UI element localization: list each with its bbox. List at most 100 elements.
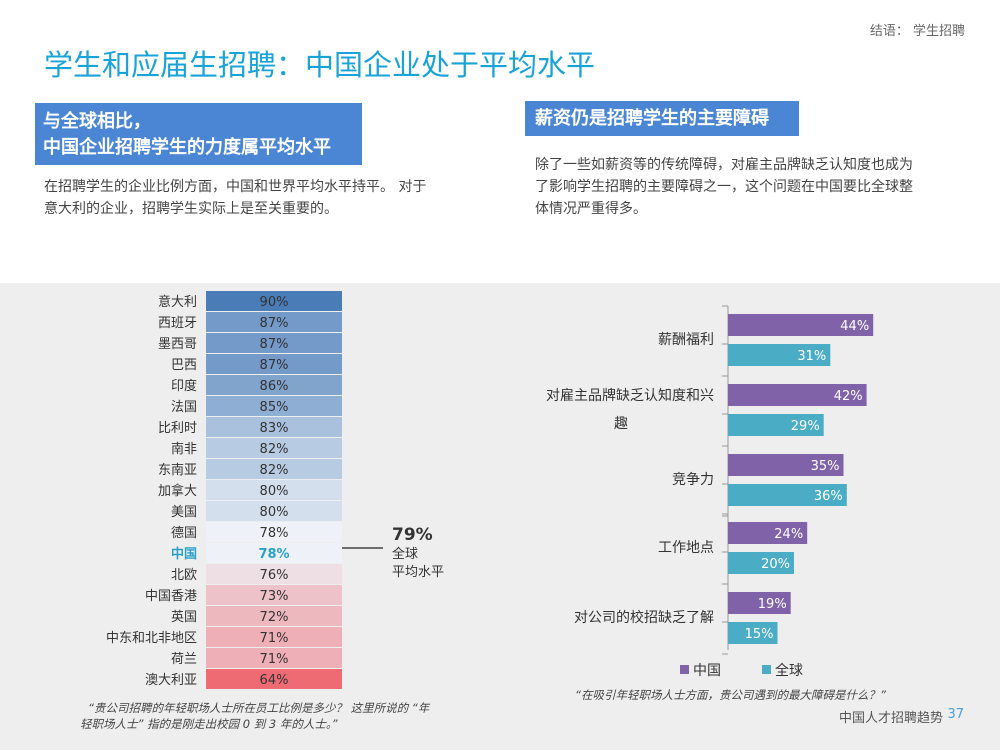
left-heading-line2: 中国企业招聘学生的力度属平均水平 — [43, 137, 331, 158]
right-heading: 薪资仍是招聘学生的主要障碍 — [525, 101, 799, 136]
bar-value-label: 42% — [834, 389, 863, 404]
average-label: 全球 — [392, 546, 418, 562]
category-label: 竞争力 — [672, 471, 714, 488]
table-row-label: 北欧 — [171, 568, 197, 583]
table-row-label: 澳大利亚 — [145, 672, 197, 688]
table-cell — [206, 480, 342, 500]
bar-value-label: 31% — [797, 349, 826, 364]
left-description-line1: 在招聘学生的企业比例方面，中国和世界平均水平持平。 对于 — [44, 179, 427, 195]
bar-value-label: 15% — [745, 627, 774, 642]
table-cell — [206, 333, 342, 353]
table-value-label: 80% — [260, 505, 289, 520]
table-row-label: 加拿大 — [158, 483, 197, 499]
bar-value-label: 36% — [814, 489, 843, 504]
right-description-line3: 体情况严重得多。 — [535, 201, 647, 217]
table-cell — [206, 522, 342, 542]
table-row-label: 美国 — [171, 505, 197, 520]
bar-value-label: 19% — [758, 597, 787, 612]
table-cell — [206, 501, 342, 521]
table-cell — [206, 375, 342, 395]
table-cell — [206, 585, 342, 605]
table-cell — [206, 438, 342, 458]
table-value-label: 71% — [260, 652, 289, 667]
table-cell — [206, 291, 342, 311]
category-label: 对雇主品牌缺乏认知度和兴 — [546, 387, 714, 404]
bar-china — [728, 314, 874, 336]
left-description-line2: 意大利的企业，招聘学生实际上是至关重要的。 — [44, 201, 338, 217]
table-row-label: 墨西哥 — [158, 337, 197, 352]
table-value-label: 76% — [260, 568, 289, 583]
category-label: 工作地点 — [658, 540, 714, 556]
table-cell — [206, 627, 342, 647]
right-description-line2: 了影响学生招聘的主要障碍之一，这个问题在中国要比全球整 — [535, 179, 913, 195]
table-row-label: 中国香港 — [145, 589, 197, 604]
table-cell — [206, 396, 342, 416]
table-value-label: 87% — [260, 358, 289, 373]
bar-global — [728, 552, 794, 574]
right-description-line1: 除了一些如薪资等的传统障碍，对雇主品牌缺乏认知度也成为 — [535, 157, 913, 173]
legend-swatch — [762, 665, 771, 674]
table-row-label: 西班牙 — [158, 316, 197, 331]
average-value: 79% — [392, 525, 433, 545]
bar-question: “在吸引年轻职场人士方面，贵公司遇到的最大障碍是什么？” — [575, 688, 887, 702]
table-value-label: 64% — [260, 673, 289, 688]
table-row-label: 法国 — [171, 400, 197, 415]
page-number: 37 — [947, 707, 964, 722]
table-row-label: 巴西 — [171, 358, 197, 373]
table-value-label: 87% — [260, 316, 289, 331]
table-cell — [206, 564, 342, 584]
table-row-label: 中国 — [171, 546, 197, 562]
average-label: 平均水平 — [392, 565, 444, 580]
chart-background — [0, 283, 1000, 750]
category-label: 对公司的校招缺乏了解 — [574, 609, 714, 626]
category-label: 薪酬福利 — [658, 332, 714, 348]
table-row-label: 英国 — [171, 610, 197, 625]
category-label: 趣 — [614, 416, 628, 432]
table-cell — [206, 354, 342, 374]
legend-label: 中国 — [693, 663, 721, 679]
table-value-label: 90% — [260, 295, 289, 310]
bar-china — [728, 592, 791, 614]
footer-text: 中国人才招聘趋势 — [838, 711, 943, 726]
bar-global — [728, 344, 831, 366]
bar-china — [728, 454, 844, 476]
table-row-label: 德国 — [171, 526, 197, 541]
table-value-label: 82% — [260, 463, 289, 478]
bar-china — [728, 384, 867, 406]
bar-value-label: 29% — [791, 419, 820, 434]
bar-value-label: 44% — [840, 319, 869, 334]
table-row-label: 比利时 — [158, 421, 197, 436]
bar-china — [728, 522, 808, 544]
left-heading: 与全球相比， 中国企业招聘学生的力度属平均水平 — [35, 103, 362, 165]
legend-label: 全球 — [775, 662, 803, 679]
table-value-label: 87% — [260, 337, 289, 352]
table-row-label: 南非 — [171, 441, 197, 457]
table-value-label: 78% — [258, 547, 289, 562]
table-value-label: 80% — [260, 484, 289, 499]
table-value-label: 86% — [260, 379, 289, 394]
breadcrumb: 结语： 学生招聘 — [869, 24, 965, 39]
page-title: 学生和应届生招聘：中国企业处于平均水平 — [44, 48, 596, 82]
table-value-label: 83% — [260, 421, 289, 436]
left-heading-line1: 与全球相比， — [43, 111, 151, 132]
table-value-label: 71% — [260, 631, 289, 646]
table-value-label: 82% — [260, 442, 289, 457]
table-cell — [206, 648, 342, 668]
legend-swatch — [680, 665, 689, 674]
left-description: 在招聘学生的企业比例方面，中国和世界平均水平持平。 对于 意大利的企业，招聘学生… — [44, 176, 474, 220]
table-cell — [206, 606, 342, 626]
table-question: 轻职场人士” 指的是刚走出校园 0 到 3 年的人士。” — [80, 717, 339, 731]
bar-global — [728, 622, 778, 644]
table-cell — [206, 459, 342, 479]
table-row-label: 中东和北非地区 — [106, 631, 197, 646]
table-row-label: 意大利 — [158, 294, 197, 310]
table-row-label: 荷兰 — [171, 652, 197, 667]
table-row-label: 东南亚 — [158, 462, 197, 478]
bar-value-label: 24% — [774, 527, 803, 542]
bar-value-label: 20% — [761, 557, 790, 572]
table-question: “贵公司招聘的年轻职场人士所在员工比例是多少？ 这里所说的 “年 — [88, 701, 431, 715]
table-cell — [206, 543, 342, 563]
bar-value-label: 35% — [811, 459, 840, 474]
table-cell — [206, 669, 342, 689]
